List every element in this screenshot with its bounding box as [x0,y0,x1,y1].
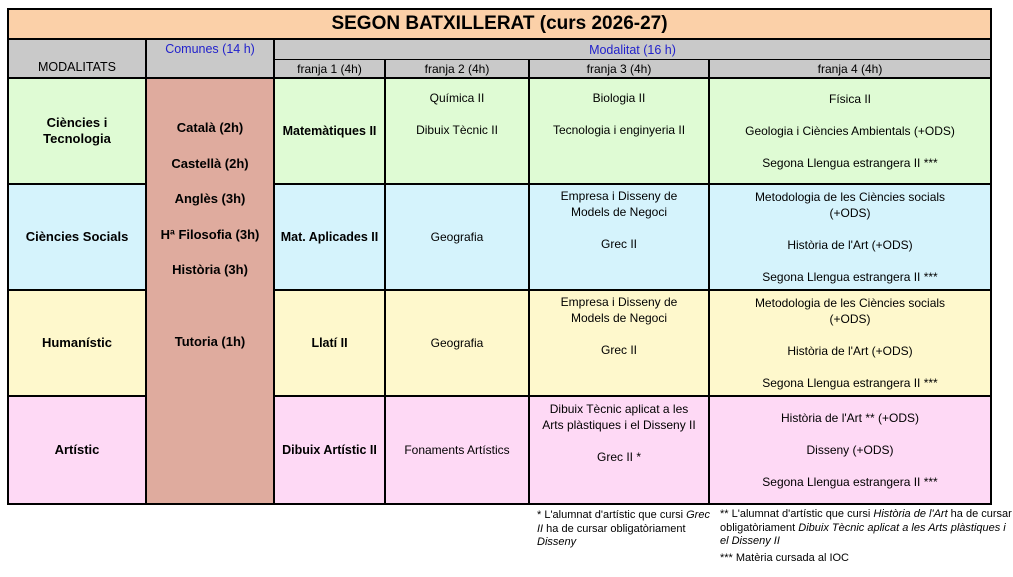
cell-r1-franja3: Biologia II Tecnologia i enginyeria II [530,79,710,185]
cell-r2-franja2: Geografia [386,185,530,291]
cell-r2-franja4: Metodologia de les Ciències socials (+OD… [710,185,990,291]
cell-r2-franja1: Mat. Aplicades II [275,185,386,291]
cell-r3-franja3: Empresa i Disseny de Models de Negoci Gr… [530,291,710,397]
timetable: SEGON BATXILLERAT (curs 2026-27) MODALIT… [7,8,992,505]
cell-r4-franja3: Dibuix Tècnic aplicat a les Arts plàstiq… [530,397,710,503]
page-title: SEGON BATXILLERAT (curs 2026-27) [9,10,990,40]
cell-r4-franja1: Dibuix Artístic II [275,397,386,503]
header-franja-1: franja 1 (4h) [275,60,386,79]
comunes-subjects-cell: Català (2h) Castellà (2h) Anglès (3h) Hª… [147,79,275,503]
cell-r1-franja1: Matemàtiques II [275,79,386,185]
cell-r4-franja4: Història de l'Art ** (+ODS) Disseny (+OD… [710,397,990,503]
header-franja-2: franja 2 (4h) [386,60,530,79]
row-humanistic-name: Humanístic [9,291,147,397]
footnote-ioc: *** Matèria cursada al IOC [720,552,849,564]
row-artistic-name: Artístic [9,397,147,503]
cell-r2-franja3: Empresa i Disseny de Models de Negoci Gr… [530,185,710,291]
cell-r3-franja4: Metodologia de les Ciències socials (+OD… [710,291,990,397]
footnote-historia-art: ** L'alumnat d'artístic que cursi Històr… [720,508,1012,547]
header-comunes: Comunes (14 h) [147,40,275,79]
header-modalitat: Modalitat (16 h) [275,40,990,60]
cell-r3-franja1: Llatí II [275,291,386,397]
cell-r4-franja2: Fonaments Artístics [386,397,530,503]
row-ciencies-tecnologia-name: Ciències i Tecnologia [9,79,147,185]
row-ciencies-socials-name: Ciències Socials [9,185,147,291]
header-franja-3: franja 3 (4h) [530,60,710,79]
footnote-grec: * L'alumnat d'artístic que cursi Grec II… [537,509,710,548]
cell-r3-franja2: Geografia [386,291,530,397]
header-modalitats: MODALITATS [9,40,147,79]
header-franja-4: franja 4 (4h) [710,60,990,79]
cell-r1-franja4: Física II Geologia i Ciències Ambientals… [710,79,990,185]
cell-r1-franja2: Química II Dibuix Tècnic II [386,79,530,185]
